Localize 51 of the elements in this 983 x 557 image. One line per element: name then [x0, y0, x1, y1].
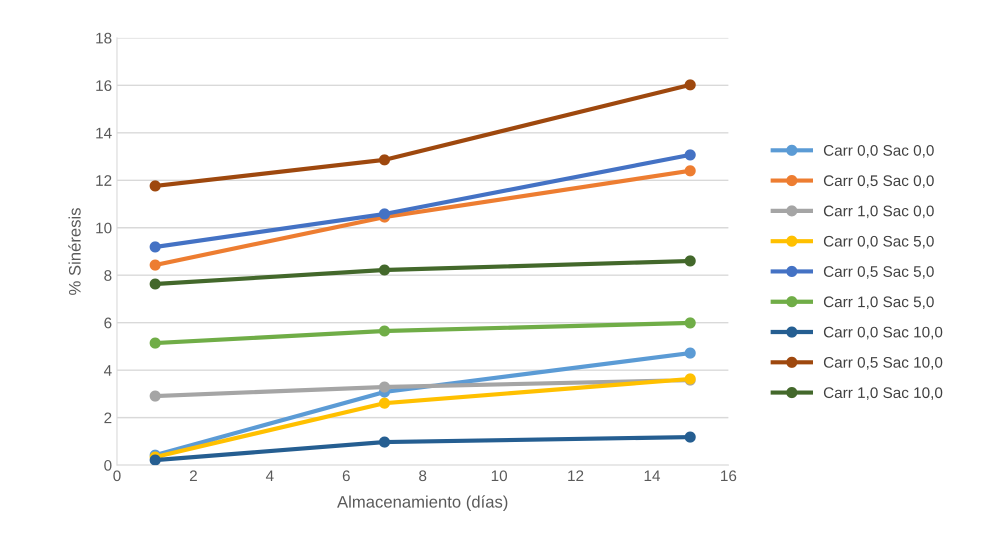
point — [150, 390, 161, 402]
point — [150, 180, 161, 192]
x-tick-label: 6 — [342, 470, 350, 482]
x-tick-label: 14 — [644, 470, 660, 482]
point — [378, 381, 390, 393]
y-tick-label: 12 — [96, 175, 112, 186]
y-tick-label: 14 — [96, 128, 112, 138]
y-tick-label: 8 — [104, 270, 112, 281]
point — [684, 79, 696, 90]
point — [684, 348, 696, 359]
y-tick-label: 4 — [104, 365, 112, 376]
point — [684, 165, 696, 176]
y-tick-label: 16 — [96, 80, 112, 92]
point — [684, 149, 696, 160]
y-tick-label: 10 — [96, 222, 112, 234]
point — [378, 264, 390, 276]
legend-label: Carr 0,0 Sac 5,0 — [824, 236, 934, 248]
point — [378, 398, 390, 409]
x-tick-label: 2 — [190, 470, 197, 482]
point — [378, 154, 390, 166]
x-tick-label: 10 — [492, 470, 508, 482]
legend-label: Carr 1,0 Sac 0,0 — [824, 206, 934, 218]
legend-label: Carr 0,5 Sac 0,0 — [824, 175, 934, 188]
point — [150, 338, 161, 349]
point — [378, 436, 390, 448]
x-tick-label: 8 — [419, 470, 426, 482]
x-tick-label: 0 — [113, 470, 121, 482]
point — [684, 432, 696, 443]
y-tick-label: 18 — [96, 32, 112, 44]
legend-label: Carr 0,5 Sac 10,0 — [824, 356, 942, 370]
x-tick-label: 4 — [266, 470, 274, 482]
x-tick-label: 12 — [568, 470, 584, 482]
legend-label: Carr 1,0 Sac 10,0 — [824, 387, 942, 400]
legend-label: Carr 0,5 Sac 5,0 — [824, 266, 934, 279]
point — [150, 454, 161, 466]
x-axis-title: Almacenamiento (días) — [337, 495, 508, 512]
x-tick-label: 16 — [721, 470, 736, 482]
y-tick-label: 6 — [104, 318, 112, 328]
point — [378, 325, 390, 337]
point — [684, 317, 696, 328]
y-tick-label: 2 — [104, 412, 112, 424]
point — [378, 208, 390, 220]
legend-label: Carr 0,0 Sac 0,0 — [824, 144, 934, 158]
point — [150, 259, 161, 271]
point — [150, 241, 161, 253]
point — [150, 278, 161, 290]
legend-label: Carr 0,0 Sac 10,0 — [824, 326, 942, 340]
y-tick-label: 0 — [104, 460, 112, 471]
legend-label: Carr 1,0 Sac 5,0 — [824, 296, 934, 310]
y-axis-title: % Sinéresis — [68, 208, 81, 295]
point — [684, 255, 696, 267]
